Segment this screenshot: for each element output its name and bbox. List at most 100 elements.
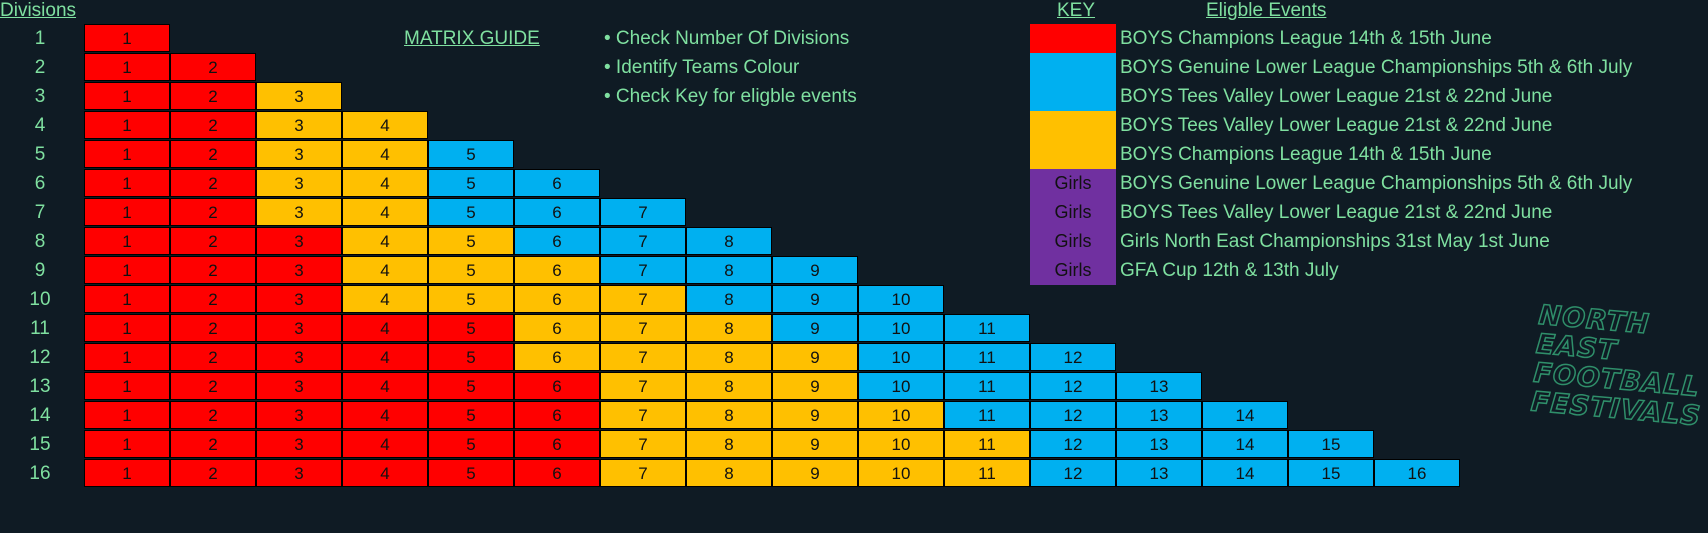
row-label: 11	[30, 318, 50, 339]
matrix-cell: 3	[256, 140, 342, 168]
matrix-cell: 6	[514, 372, 600, 400]
matrix-cell: 4	[342, 227, 428, 255]
matrix-cell: 6	[514, 459, 600, 487]
matrix-cell: 6	[514, 314, 600, 342]
matrix-cell: 11	[944, 430, 1030, 458]
matrix-cell: 12	[1030, 459, 1116, 487]
key-event-text: BOYS Champions League 14th & 15th June	[1120, 28, 1492, 49]
matrix-cell: 10	[858, 459, 944, 487]
matrix-cell: 1	[84, 227, 170, 255]
matrix-cell: 2	[170, 198, 256, 226]
eligible-events-title: Eligble Events	[1206, 0, 1327, 21]
matrix-cell: 6	[514, 227, 600, 255]
matrix-cell: 7	[600, 314, 686, 342]
matrix-cell: 1	[84, 430, 170, 458]
key-event-text: BOYS Tees Valley Lower League 21st & 22n…	[1120, 86, 1553, 107]
matrix-cell: 9	[772, 430, 858, 458]
matrix-cell: 1	[84, 111, 170, 139]
matrix-cell: 2	[170, 169, 256, 197]
matrix-cell: 8	[686, 285, 772, 313]
matrix-cell: 14	[1202, 401, 1288, 429]
matrix-cell: 4	[342, 198, 428, 226]
matrix-cell: 1	[84, 169, 170, 197]
matrix-cell: 13	[1116, 430, 1202, 458]
matrix-cell: 4	[342, 169, 428, 197]
matrix-cell: 3	[256, 169, 342, 197]
matrix-cell: 8	[686, 343, 772, 371]
row-label: 6	[34, 173, 46, 194]
key-swatch: Girls	[1030, 198, 1116, 227]
matrix-cell: 5	[428, 343, 514, 371]
matrix-cell: 3	[256, 111, 342, 139]
matrix-cell: 11	[944, 314, 1030, 342]
key-title: KEY	[1057, 0, 1096, 21]
matrix-cell: 14	[1202, 459, 1288, 487]
matrix-cell: 5	[428, 140, 514, 168]
matrix-cell: 11	[944, 372, 1030, 400]
row-label: 4	[34, 115, 46, 136]
matrix-cell: 15	[1288, 459, 1374, 487]
nef-logo: NORTH EAST FOOTBALL FESTIVALS	[1529, 299, 1708, 445]
matrix-cell: 2	[170, 285, 256, 313]
matrix-cell: 5	[428, 314, 514, 342]
matrix-cell: 12	[1030, 372, 1116, 400]
matrix-cell: 7	[600, 256, 686, 284]
row-label: 5	[34, 144, 46, 165]
row-label: 9	[34, 260, 46, 281]
matrix-cell: 4	[342, 343, 428, 371]
row-label: 12	[29, 347, 51, 368]
key-event-text: BOYS Genuine Lower League Championships …	[1120, 57, 1633, 78]
row-label: 13	[29, 376, 51, 397]
matrix-cell: 9	[772, 256, 858, 284]
matrix-cell: 12	[1030, 343, 1116, 371]
key-event-text: BOYS Tees Valley Lower League 21st & 22n…	[1120, 202, 1553, 223]
matrix-cell: 1	[84, 198, 170, 226]
key-event-text: BOYS Genuine Lower League Championships …	[1120, 173, 1633, 194]
matrix-cell: 2	[170, 343, 256, 371]
matrix-cell: 4	[342, 372, 428, 400]
matrix-cell: 8	[686, 227, 772, 255]
row-label: 7	[34, 202, 46, 223]
guide-bullet: • Check Key for eligble events	[604, 86, 857, 107]
matrix-cell: 1	[84, 285, 170, 313]
matrix-cell: 1	[84, 343, 170, 371]
matrix-cell: 2	[170, 314, 256, 342]
matrix-cell: 9	[772, 401, 858, 429]
matrix-cell: 9	[772, 314, 858, 342]
row-label: 10	[29, 289, 51, 310]
matrix-cell: 3	[256, 430, 342, 458]
matrix-cell: 6	[514, 198, 600, 226]
matrix-cell: 8	[686, 314, 772, 342]
matrix-cell: 4	[342, 256, 428, 284]
matrix-cell: 10	[858, 285, 944, 313]
matrix-cell: 10	[858, 343, 944, 371]
matrix-cell: 10	[858, 314, 944, 342]
matrix-cell: 11	[944, 343, 1030, 371]
matrix-cell: 1	[84, 82, 170, 110]
matrix-cell: 7	[600, 459, 686, 487]
matrix-cell: 3	[256, 401, 342, 429]
row-label: 2	[34, 57, 46, 78]
matrix-cell: 2	[170, 256, 256, 284]
matrix-cell: 5	[428, 372, 514, 400]
matrix-cell: 7	[600, 343, 686, 371]
matrix-cell: 2	[170, 372, 256, 400]
matrix-cell: 7	[600, 372, 686, 400]
key-swatch	[1030, 140, 1116, 169]
matrix-cell: 3	[256, 256, 342, 284]
matrix-cell: 11	[944, 401, 1030, 429]
matrix-cell: 2	[170, 227, 256, 255]
key-swatch	[1030, 53, 1116, 82]
matrix-cell: 5	[428, 198, 514, 226]
matrix-cell: 14	[1202, 430, 1288, 458]
matrix-cell: 9	[772, 285, 858, 313]
divisions-header: Divisions	[0, 0, 77, 21]
key-event-text: GFA Cup 12th & 13th July	[1120, 260, 1339, 281]
matrix-cell: 7	[600, 430, 686, 458]
matrix-cell: 2	[170, 140, 256, 168]
matrix-cell: 6	[514, 401, 600, 429]
matrix-cell: 1	[84, 256, 170, 284]
matrix-cell: 2	[170, 82, 256, 110]
matrix-cell: 5	[428, 256, 514, 284]
matrix-cell: 7	[600, 198, 686, 226]
